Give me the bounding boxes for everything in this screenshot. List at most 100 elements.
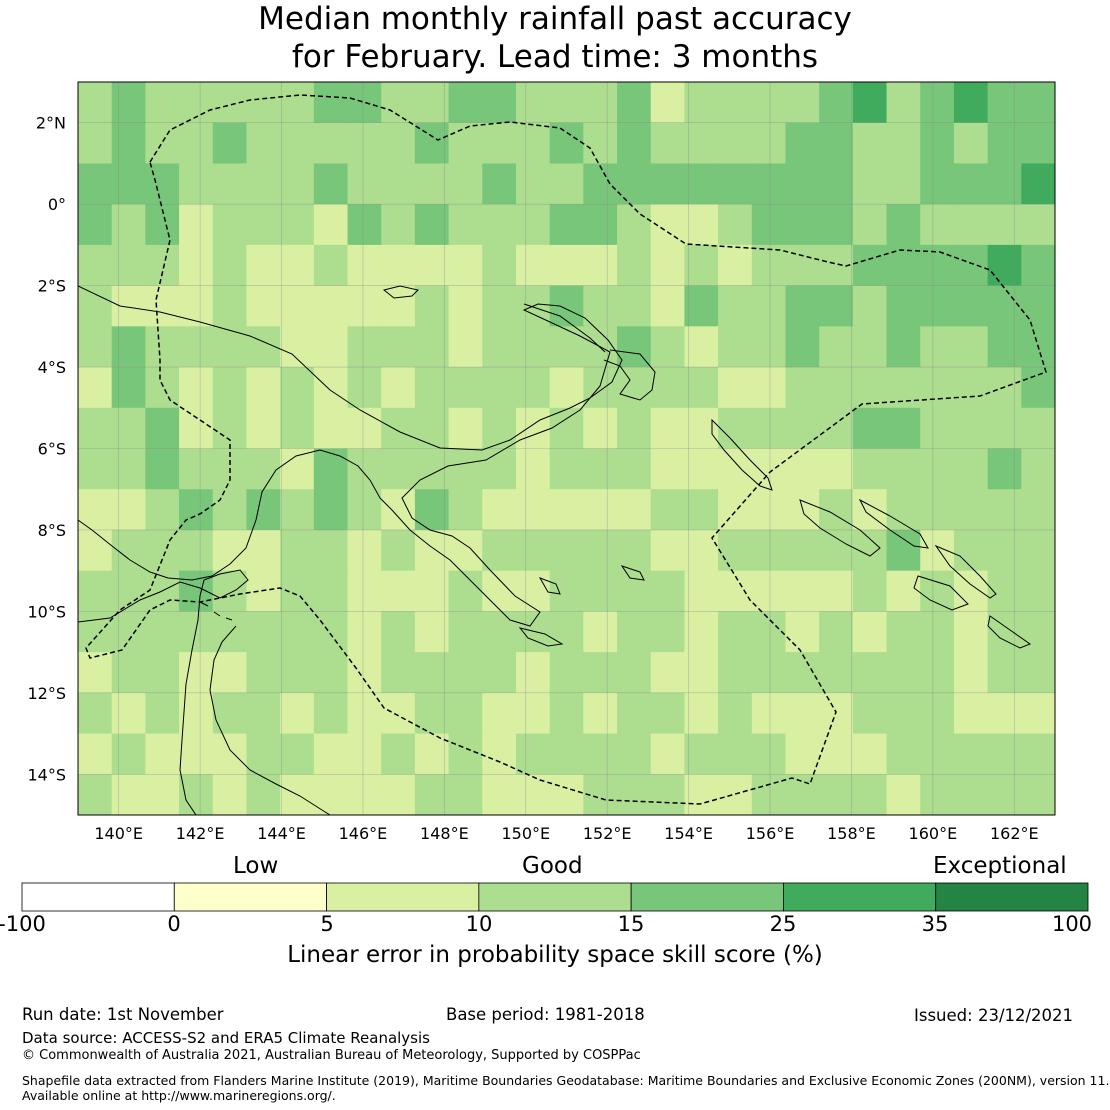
grid-cell <box>111 204 146 246</box>
grid-cell <box>751 774 787 815</box>
grid-cell <box>111 692 146 735</box>
grid-cell <box>212 733 248 775</box>
grid-cell <box>785 774 820 815</box>
grid-cell <box>179 244 214 287</box>
grid-cell <box>785 448 820 490</box>
solomons-coast-2 <box>858 498 929 549</box>
grid-cell <box>179 489 214 531</box>
grid-cell <box>684 204 719 246</box>
grid-cell <box>515 733 551 775</box>
grid-cell <box>145 163 180 205</box>
grid-cell <box>751 122 787 165</box>
grid-cell <box>179 652 214 694</box>
grid-cell <box>78 774 113 815</box>
grid-cell <box>617 367 652 409</box>
grid-cell <box>886 611 921 653</box>
grid-cell <box>549 82 584 124</box>
grid-cell <box>1021 489 1055 531</box>
grid-cell <box>920 570 955 612</box>
grid-cell <box>280 407 315 450</box>
grid-cell <box>313 652 349 694</box>
grid-cell <box>549 122 584 165</box>
grid-cell <box>987 652 1022 694</box>
grid-cell <box>987 244 1022 287</box>
grid-cell <box>684 570 719 612</box>
grid-cell <box>684 489 719 531</box>
grid-cell <box>1021 448 1055 490</box>
grid-cell <box>785 652 820 694</box>
grid-cell <box>313 448 349 490</box>
grid-cell <box>718 652 753 694</box>
grid-cell <box>212 326 248 368</box>
grid-cell <box>280 489 315 531</box>
grid-cell <box>246 285 281 327</box>
grid-cell <box>145 244 180 287</box>
colorbar-segment <box>783 882 937 912</box>
grid-cell <box>381 204 416 246</box>
grid-cell <box>280 529 315 572</box>
grid-cell <box>448 407 483 450</box>
grid-cell <box>583 367 618 409</box>
grid-cell <box>819 652 854 694</box>
grid-cell <box>111 529 146 572</box>
grid-cell <box>482 570 517 612</box>
grid-cell <box>549 529 584 572</box>
grid-cell <box>145 733 180 775</box>
grid-cell <box>381 82 416 124</box>
x-tick-label: 142°E <box>176 824 225 843</box>
grid-cell <box>920 652 955 694</box>
grid-cell <box>246 774 281 815</box>
gridlines <box>78 82 1055 815</box>
grid-cell <box>414 774 450 815</box>
grid-cell <box>751 407 787 450</box>
grid-cell <box>246 367 281 409</box>
grid-cell <box>313 733 349 775</box>
grid-cell <box>448 733 483 775</box>
grid-cell <box>751 611 787 653</box>
x-tick-label: 162°E <box>990 824 1039 843</box>
grid-cell <box>852 611 888 653</box>
grid-cell <box>313 570 349 612</box>
grid-cell <box>313 489 349 531</box>
grid-cell <box>684 652 719 694</box>
grid-cell <box>347 529 382 572</box>
grid-cell <box>684 692 719 735</box>
grid-cell <box>617 774 652 815</box>
grid-cell <box>145 692 180 735</box>
grid-cell <box>1021 204 1055 246</box>
legend-exceptional: Exceptional <box>933 853 1067 879</box>
grid-cell <box>650 448 686 490</box>
grid-cell <box>785 733 820 775</box>
data-source: Data source: ACCESS-S2 and ERA5 Climate … <box>22 1029 430 1047</box>
grid-cell <box>1021 774 1055 815</box>
grid-cell <box>280 163 315 205</box>
x-tick-label: 152°E <box>583 824 632 843</box>
grid-cell <box>819 692 854 735</box>
grid-cell <box>414 326 450 368</box>
grid-cell <box>280 733 315 775</box>
grid-cell <box>549 285 584 327</box>
grid-cell <box>886 122 921 165</box>
grid-cell <box>920 204 955 246</box>
grid-cell <box>751 692 787 735</box>
grid-cell <box>751 82 787 124</box>
grid-cell <box>78 82 113 124</box>
grid-cell <box>617 692 652 735</box>
louisiade-coast <box>518 627 564 647</box>
grid-cell <box>751 489 787 531</box>
grid-cell <box>819 774 854 815</box>
grid-cell <box>179 611 214 653</box>
grid-cell <box>920 285 955 327</box>
skill-grid <box>78 82 1055 815</box>
grid-cell <box>987 489 1022 531</box>
torres-islands <box>199 601 233 621</box>
grid-cell <box>515 204 551 246</box>
grid-cell <box>684 244 719 287</box>
grid-cell <box>1021 122 1055 165</box>
grid-cell <box>785 163 820 205</box>
grid-cell <box>414 692 450 735</box>
grid-cell <box>852 652 888 694</box>
grid-cell <box>886 448 921 490</box>
grid-cell <box>953 774 989 815</box>
grid-cell <box>617 733 652 775</box>
